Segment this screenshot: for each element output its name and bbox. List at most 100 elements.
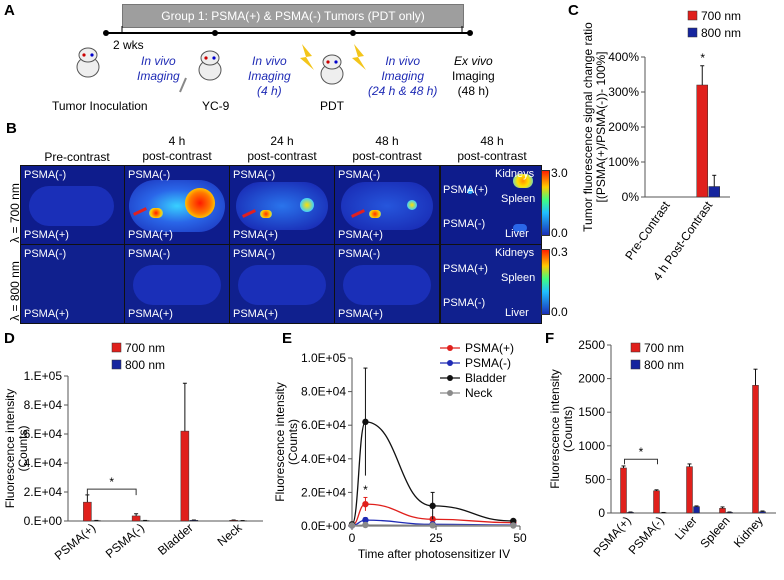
col-header-line: post-contrast — [352, 149, 422, 163]
image-800-48h: PSMA(-) PSMA(+) — [334, 244, 440, 324]
group-label: Group 1: PSMA(+) & PSMA(-) Tumors (PDT o… — [161, 9, 425, 23]
mouse-icon — [76, 47, 100, 78]
panel-b-letter: B — [6, 120, 17, 137]
chart-d: 0.E+00 2.E+04 4.E+04 6.E+04 8.E+04 1.E+05 PSMA… — [3, 341, 263, 563]
mouse-icon — [320, 54, 344, 85]
syringe-icon — [179, 77, 187, 93]
legend-label: 700 nm — [701, 9, 741, 23]
step-line: Imaging — [381, 69, 425, 83]
y-tick-label: 100% — [608, 155, 639, 169]
step-line: Imaging — [137, 69, 180, 83]
col-header-3: 48 h post-contrast — [335, 134, 439, 164]
y-tick-label: 1000 — [578, 439, 605, 453]
cell-bottom-label: PSMA(+) — [338, 229, 383, 241]
data-point — [510, 522, 517, 529]
image-800-4h: PSMA(-) PSMA(+) — [124, 244, 230, 324]
col-header-line: post-contrast — [457, 149, 527, 163]
step-line: (48 h) — [457, 84, 490, 98]
data-point — [362, 516, 369, 524]
x-axis-label: Time after photosensitizer IV — [358, 547, 510, 561]
col-header-line: 24 h — [270, 134, 294, 148]
colorbar-800 — [541, 249, 550, 315]
data-point — [362, 500, 369, 508]
data-point — [362, 521, 369, 529]
y-tick-label: 1500 — [578, 405, 605, 419]
y-tick-label: 2000 — [578, 372, 605, 386]
bar-700-nm — [696, 84, 708, 198]
timeline-dot — [103, 30, 109, 36]
significance-bracket — [624, 458, 658, 465]
bar-700-nm — [620, 467, 627, 514]
bar-800-nm — [708, 186, 720, 198]
data-point — [510, 517, 517, 525]
y-tick-label: 8.E+04 — [24, 398, 63, 412]
legend-label: Bladder — [465, 371, 506, 385]
legend-marker — [447, 375, 453, 381]
step-line: In vivo — [252, 54, 287, 68]
panel-e-letter: E — [282, 330, 293, 347]
legend-label: 800 nm — [701, 26, 741, 40]
significance-bracket — [86, 488, 137, 496]
image-700-4h: PSMA(-) PSMA(+) — [124, 165, 230, 245]
x-tick-label: 50 — [513, 531, 527, 545]
bar-800-nm — [693, 506, 700, 514]
image-800-24h: PSMA(-) PSMA(+) — [229, 244, 335, 324]
y-tick-label: 8.0E+04 — [301, 385, 346, 399]
legend-marker — [447, 390, 453, 396]
image-700-exvivo: PSMA(+) PSMA(-) Kidneys Spleen Liver — [440, 165, 542, 245]
col-header-line: 48 h — [480, 134, 504, 148]
light-bolt-icon — [352, 44, 366, 70]
col-header-0: Pre-contrast — [44, 150, 110, 164]
bar-700-nm — [180, 430, 190, 522]
y-tick-label: 500 — [585, 472, 605, 486]
exvivo-spleen: Spleen — [501, 272, 536, 284]
cell-bottom-label: PSMA(+) — [24, 308, 69, 320]
y-tick-label: 200% — [608, 120, 639, 134]
legend-label: 700 nm — [644, 341, 684, 355]
image-700-pre: PSMA(-) PSMA(+) — [20, 165, 125, 245]
exvivo-psma-pos: PSMA(+) — [443, 263, 488, 275]
bar-800-nm — [759, 511, 766, 514]
y-tick-label: 0.0E+00 — [301, 519, 346, 533]
step-line: In vivo — [385, 54, 421, 68]
exvivo-spleen: Spleen — [501, 193, 536, 205]
legend-label: 700 nm — [125, 341, 165, 355]
cell-top-label: PSMA(-) — [233, 169, 276, 181]
colorbar-700-max: 3.0 — [551, 166, 568, 180]
cell-bottom-label: PSMA(+) — [128, 229, 173, 241]
y-tick-label: 2.0E+04 — [301, 485, 346, 499]
step-line: (4 h) — [257, 84, 282, 98]
y-tick-label: 1.E+05 — [24, 369, 63, 383]
legend-marker — [447, 345, 453, 351]
significance-star: * — [363, 483, 368, 497]
cell-bottom-label: PSMA(+) — [233, 308, 278, 320]
series-line-Neck — [351, 524, 514, 527]
y-tick-label: 400% — [608, 50, 639, 64]
panel-d-letter: D — [4, 330, 15, 347]
cell-bottom-label: PSMA(+) — [233, 229, 278, 241]
significance-star: * — [639, 445, 644, 459]
yc9-label: YC-9 — [202, 99, 230, 113]
legend-label: 800 nm — [644, 358, 684, 372]
cell-top-label: PSMA(-) — [233, 248, 276, 260]
significance-star: * — [109, 475, 114, 489]
cell-top-label: PSMA(-) — [128, 169, 171, 181]
y-tick-label: 6.E+04 — [24, 427, 63, 441]
wks-label: 2 wks — [113, 38, 144, 52]
y-axis-label: Fluorescence intensity — [3, 389, 17, 508]
chart-e: 0.0E+00 2.0E+04 4.0E+04 6.0E+04 8.0E+04 1.0E+… — [273, 341, 527, 561]
y-tick-label: 2500 — [578, 338, 605, 352]
chart-f: 0 500 1000 1500 2000 2500 PSMA(+)PSMA(-) LiverS… — [548, 338, 776, 559]
y-tick-label: 2.E+04 — [24, 485, 63, 499]
exvivo-liver: Liver — [505, 307, 529, 319]
mouse-icon — [198, 50, 222, 81]
col-header-line: 48 h — [375, 134, 399, 148]
cell-top-label: PSMA(-) — [128, 248, 171, 260]
y-axis-label: Fluorescence intensity — [548, 369, 562, 488]
legend-marker — [447, 360, 453, 366]
colorbar-700-min: 0.0 — [551, 226, 568, 240]
bar-700-nm — [83, 501, 92, 522]
exvivo-psma-neg: PSMA(-) — [443, 297, 486, 309]
exvivo-liver: Liver — [505, 228, 529, 240]
colorbar-800-min: 0.0 — [551, 305, 568, 319]
